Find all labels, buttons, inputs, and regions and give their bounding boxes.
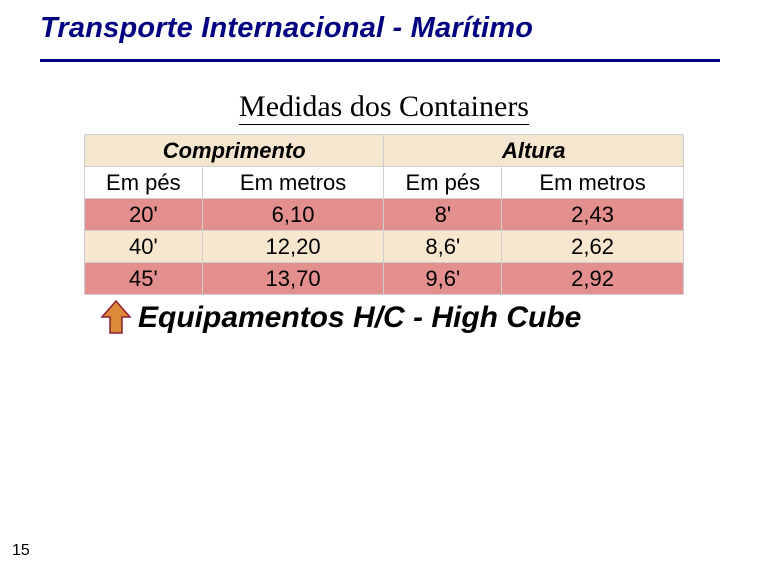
group-header-comprimento: Comprimento bbox=[85, 135, 384, 167]
cell: 45' bbox=[85, 263, 203, 295]
cell: 8' bbox=[384, 199, 502, 231]
footer: Equipamentos H/C - High Cube bbox=[64, 301, 704, 351]
subheader-1: Em metros bbox=[202, 167, 384, 199]
cell: 2,62 bbox=[502, 231, 684, 263]
cell: 2,92 bbox=[502, 263, 684, 295]
subheader-0: Em pés bbox=[85, 167, 203, 199]
cell: 12,20 bbox=[202, 231, 384, 263]
page-number: 15 bbox=[12, 542, 30, 560]
footer-text: Equipamentos H/C - High Cube bbox=[64, 301, 704, 335]
table-row: 45' 13,70 9,6' 2,92 bbox=[85, 263, 684, 295]
slide: Transporte Internacional - Marítimo Medi… bbox=[0, 0, 768, 576]
table-subheader-row: Em pés Em metros Em pés Em metros bbox=[85, 167, 684, 199]
page-title: Transporte Internacional - Marítimo bbox=[40, 12, 728, 45]
subheader-3: Em metros bbox=[502, 167, 684, 199]
subheader-2: Em pés bbox=[384, 167, 502, 199]
table-row: 40' 12,20 8,6' 2,62 bbox=[85, 231, 684, 263]
container-table: Comprimento Altura Em pés Em metros Em p… bbox=[84, 134, 684, 295]
cell: 13,70 bbox=[202, 263, 384, 295]
table-header-row: Comprimento Altura bbox=[85, 135, 684, 167]
up-arrow-icon bbox=[100, 299, 132, 335]
cell: 40' bbox=[85, 231, 203, 263]
table-row: 20' 6,10 8' 2,43 bbox=[85, 199, 684, 231]
cell: 8,6' bbox=[384, 231, 502, 263]
cell: 6,10 bbox=[202, 199, 384, 231]
title-rule bbox=[40, 59, 720, 62]
cell: 9,6' bbox=[384, 263, 502, 295]
group-header-altura: Altura bbox=[384, 135, 684, 167]
cell: 2,43 bbox=[502, 199, 684, 231]
subtitle: Medidas dos Containers bbox=[59, 90, 709, 124]
cell: 20' bbox=[85, 199, 203, 231]
subtitle-text: Medidas dos Containers bbox=[239, 90, 529, 125]
